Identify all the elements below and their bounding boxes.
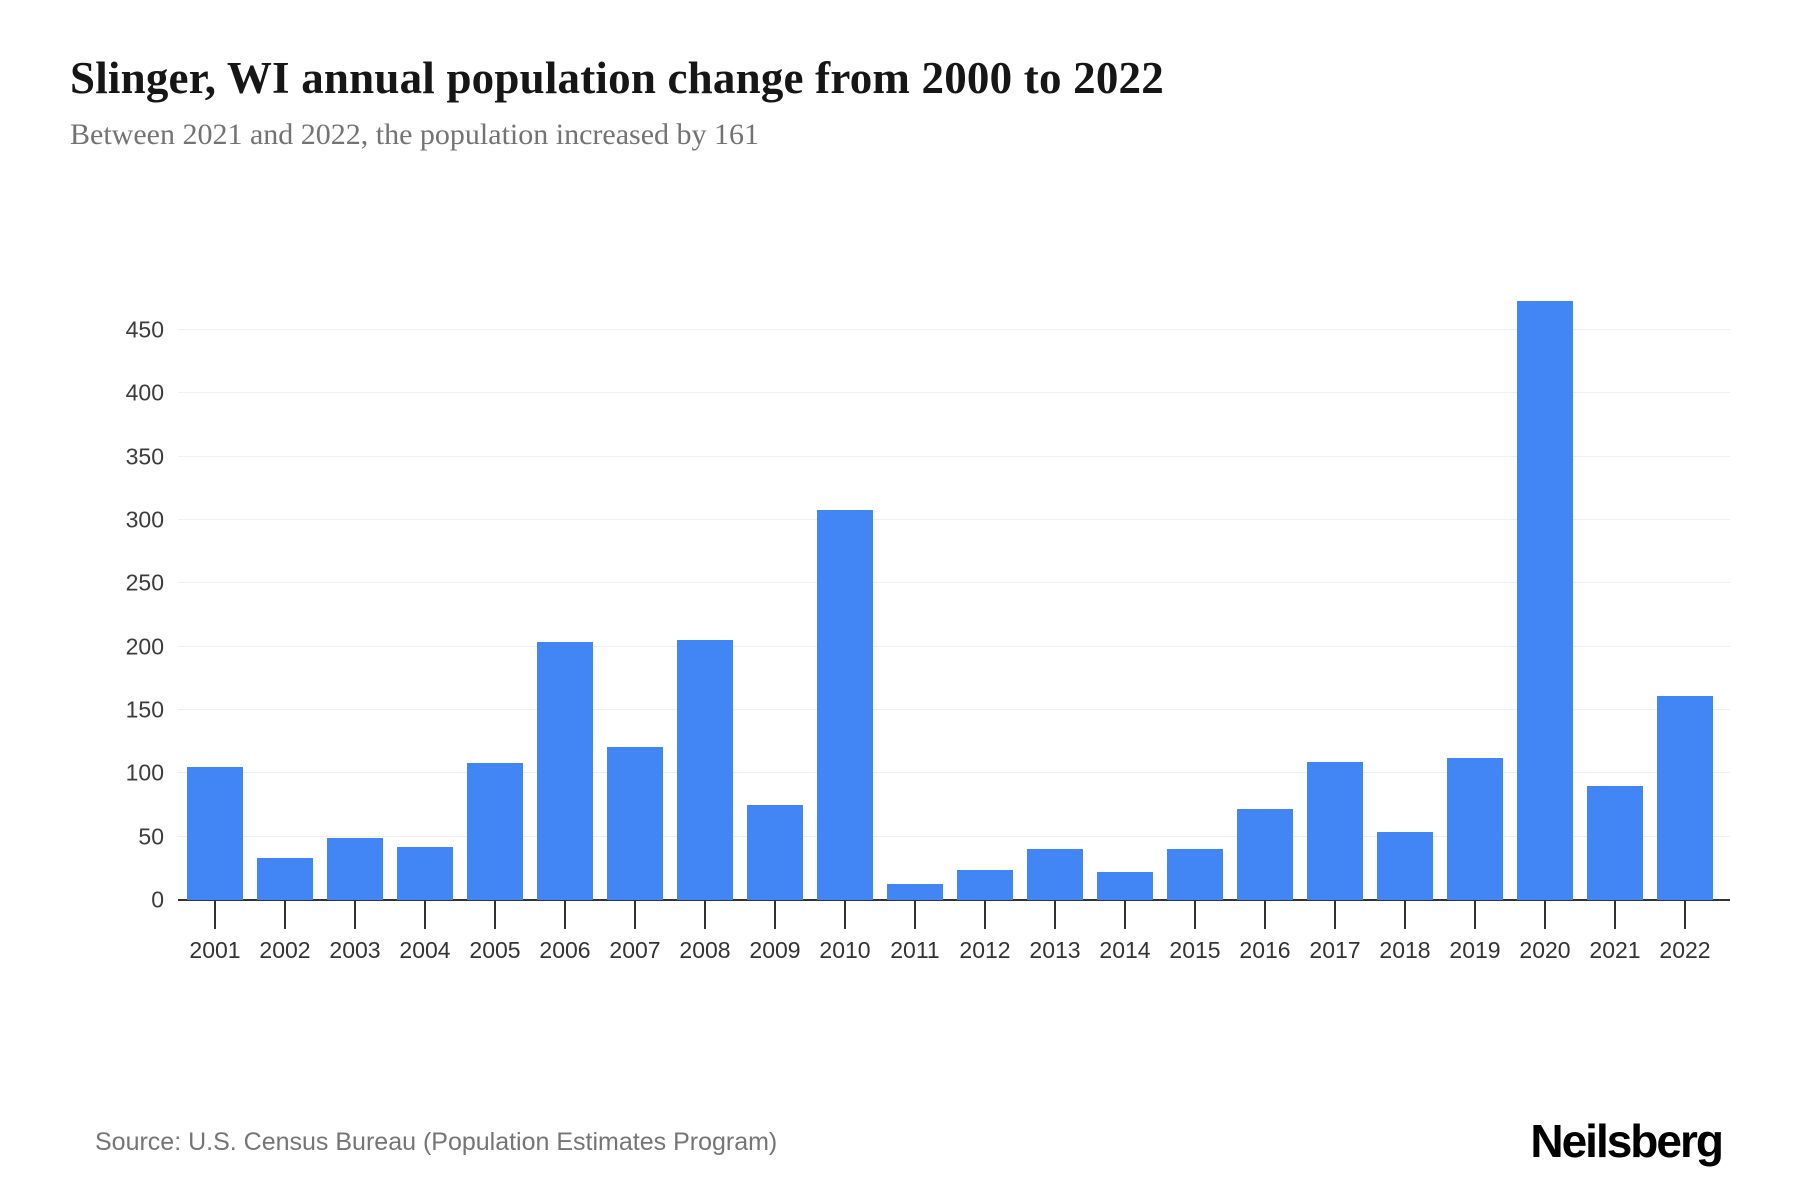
bar-2013[interactable] <box>1027 849 1083 900</box>
bar-2016[interactable] <box>1237 808 1293 900</box>
x-axis-label-2011: 2011 <box>890 937 940 963</box>
x-axis-label-2018: 2018 <box>1379 937 1431 963</box>
page-subtitle: Between 2021 and 2022, the population in… <box>70 118 760 151</box>
gridline-150 <box>178 709 1730 710</box>
bar-2009[interactable] <box>747 805 803 900</box>
bar-2019[interactable] <box>1447 758 1503 900</box>
y-axis-label-350: 350 <box>125 443 164 470</box>
x-axis-label-2003: 2003 <box>329 937 381 963</box>
x-axis-label-2015: 2015 <box>1169 937 1221 963</box>
x-axis-label-2009: 2009 <box>749 937 801 963</box>
gridline-400 <box>178 392 1730 394</box>
y-axis-label-400: 400 <box>125 379 164 406</box>
gridline-50 <box>178 835 1730 837</box>
page-title: Slinger, WI annual population change fro… <box>70 53 1164 103</box>
x-axis-tick-2004 <box>424 900 426 929</box>
y-axis-label-450: 450 <box>125 316 164 343</box>
gridline-250 <box>178 582 1730 584</box>
bar-2007[interactable] <box>607 746 663 900</box>
x-axis-label-2019: 2019 <box>1449 937 1501 963</box>
x-axis-label-2010: 2010 <box>819 937 871 963</box>
y-axis-label-200: 200 <box>125 633 164 660</box>
bar-2004[interactable] <box>397 846 453 900</box>
x-axis-tick-2003 <box>354 900 356 929</box>
bar-2017[interactable] <box>1307 761 1363 900</box>
x-axis-tick-2009 <box>774 900 776 929</box>
bar-2011[interactable] <box>887 883 943 900</box>
neilsberg-logo: Neilsberg <box>1530 1115 1724 1167</box>
x-axis-tick-2006 <box>564 900 566 929</box>
plot-area: 0 50 100 150 200 250 300 350 400 450 2001 2002 2003 2… <box>126 255 1730 963</box>
x-axis-tick-2008 <box>704 900 706 929</box>
bar-2020[interactable] <box>1517 300 1573 900</box>
y-axis-label-150: 150 <box>125 696 164 723</box>
x-axis-tick-2011 <box>914 900 916 929</box>
x-axis-tick-2019 <box>1474 900 1476 929</box>
bar-2021[interactable] <box>1587 786 1643 900</box>
gridline-450 <box>178 329 1730 330</box>
x-axis-label-2001: 2001 <box>189 937 241 963</box>
gridline-100 <box>178 772 1730 774</box>
x-axis-label-2020: 2020 <box>1519 937 1571 963</box>
x-axis-tick-2021 <box>1614 900 1616 929</box>
bar-2012[interactable] <box>957 869 1013 900</box>
bar-2006[interactable] <box>537 641 593 900</box>
y-axis-label-50: 50 <box>138 823 164 850</box>
x-axis-tick-2022 <box>1684 900 1686 929</box>
y-axis-label-300: 300 <box>125 506 164 533</box>
x-axis-label-2006: 2006 <box>539 937 591 963</box>
x-axis-label-2007: 2007 <box>609 937 661 963</box>
y-axis-label-100: 100 <box>125 759 164 786</box>
x-axis-label-2013: 2013 <box>1029 937 1081 963</box>
bar-2001[interactable] <box>187 767 243 900</box>
y-axis-label-250: 250 <box>125 569 164 596</box>
gridline-300 <box>178 519 1730 520</box>
y-axis-label-0: 0 <box>151 886 164 913</box>
x-axis-tick-2005 <box>494 900 496 929</box>
bar-2010[interactable] <box>817 509 873 900</box>
bar-2018[interactable] <box>1377 831 1433 900</box>
x-axis-label-2002: 2002 <box>259 937 311 963</box>
x-axis-label-2005: 2005 <box>469 937 521 963</box>
x-axis-label-2004: 2004 <box>399 937 451 963</box>
x-axis-tick-2018 <box>1404 900 1406 929</box>
x-axis-tick-2010 <box>844 900 846 929</box>
source-text: Source: U.S. Census Bureau (Population E… <box>95 1128 778 1156</box>
x-axis-tick-2001 <box>214 900 216 929</box>
x-axis-label-2012: 2012 <box>959 937 1011 963</box>
x-axis-tick-2017 <box>1334 900 1336 929</box>
bar-2015[interactable] <box>1167 849 1223 900</box>
x-axis-tick-2014 <box>1124 900 1126 929</box>
bar-2008[interactable] <box>677 640 733 900</box>
gridline-350 <box>178 455 1730 457</box>
x-axis-label-2017: 2017 <box>1309 937 1361 963</box>
x-axis-label-2021: 2021 <box>1589 937 1641 963</box>
x-axis-label-2014: 2014 <box>1099 937 1151 963</box>
bar-2014[interactable] <box>1097 872 1153 900</box>
x-axis-tick-2012 <box>984 900 986 929</box>
bar-2003[interactable] <box>327 837 383 900</box>
x-axis-tick-2015 <box>1194 900 1196 929</box>
bar-2005[interactable] <box>467 763 523 900</box>
x-axis-label-2008: 2008 <box>679 937 731 963</box>
x-axis-tick-2013 <box>1054 900 1056 929</box>
x-axis-label-2016: 2016 <box>1239 937 1291 963</box>
bar-2022[interactable] <box>1657 696 1713 900</box>
x-axis-tick-2007 <box>634 900 636 929</box>
x-axis-tick-2002 <box>284 900 286 929</box>
x-axis-tick-2020 <box>1544 900 1546 929</box>
x-axis-tick-2016 <box>1264 900 1266 929</box>
bar-2002[interactable] <box>257 858 313 900</box>
x-axis-label-2022: 2022 <box>1659 937 1711 963</box>
x-axis-line <box>178 899 1730 901</box>
gridline-200 <box>178 645 1730 647</box>
